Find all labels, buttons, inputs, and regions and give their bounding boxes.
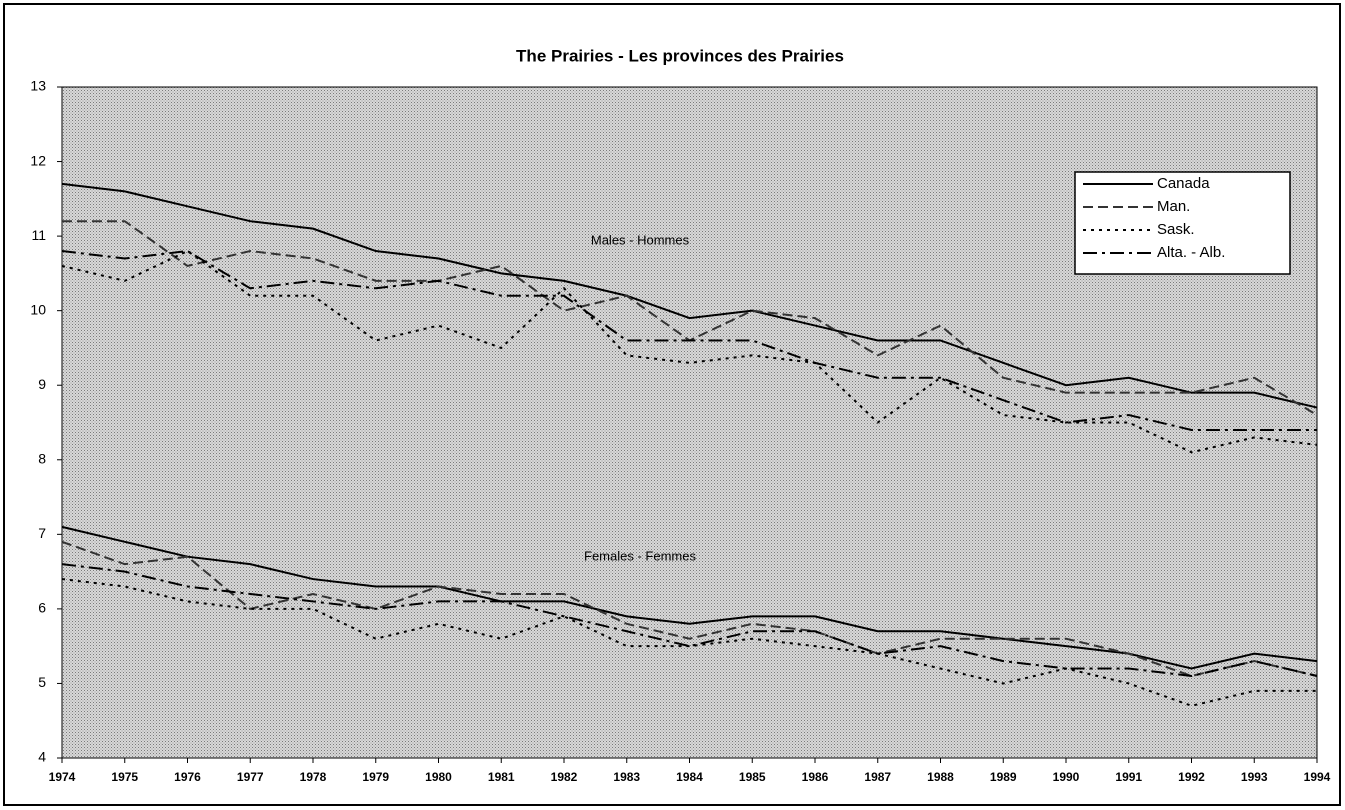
legend-box	[1074, 171, 1291, 275]
x-tick-label: 1982	[551, 770, 578, 784]
x-tick-label: 1985	[739, 770, 766, 784]
annotation: Females - Femmes	[584, 548, 696, 563]
x-tick-label: 1994	[1304, 770, 1331, 784]
x-tick-label: 1974	[49, 770, 76, 784]
x-tick-label: 1979	[362, 770, 389, 784]
x-tick-label: 1991	[1115, 770, 1142, 784]
x-tick-label: 1977	[237, 770, 264, 784]
x-tick-label: 1984	[676, 770, 703, 784]
x-tick-label: 1981	[488, 770, 515, 784]
y-tick-label: 10	[30, 301, 46, 317]
y-tick-label: 11	[31, 227, 46, 243]
x-tick-label: 1983	[613, 770, 640, 784]
line	[61, 182, 1318, 409]
y-tick-label: 8	[38, 450, 46, 466]
y-tick-label: 13	[30, 78, 46, 94]
x-tick-label: 1993	[1241, 770, 1268, 784]
y-tick-label: 6	[38, 600, 46, 616]
line	[61, 563, 1318, 678]
x-tick-label: 1992	[1178, 770, 1205, 784]
x-tick-label: 1978	[300, 770, 327, 784]
legend-label: Alta. - Alb.	[1157, 244, 1225, 261]
y-tick-label: 9	[38, 376, 46, 392]
line	[61, 525, 1318, 670]
y-tick-label: 5	[38, 674, 46, 690]
x-tick-label: 1980	[425, 770, 452, 784]
y-tick-label: 4	[38, 749, 46, 765]
legend-label: Canada	[1157, 175, 1210, 192]
legend-label: Man.	[1157, 198, 1190, 215]
x-tick-label: 1976	[174, 770, 201, 784]
x-tick-label: 1990	[1053, 770, 1080, 784]
line	[61, 540, 1318, 678]
legend-label: Sask.	[1157, 221, 1195, 238]
line	[61, 578, 1317, 707]
x-tick-label: 1988	[927, 770, 954, 784]
chart-title: The Prairies - Les provinces des Prairie…	[516, 46, 844, 65]
x-tick-label: 1975	[111, 770, 138, 784]
y-tick-label: 7	[38, 525, 46, 541]
line	[61, 249, 1317, 431]
x-tick-label: 1987	[864, 770, 891, 784]
y-tick-label: 12	[30, 152, 46, 168]
x-tick-label: 1989	[990, 770, 1017, 784]
annotation: Males - Hommes	[591, 232, 690, 247]
x-tick-label: 1986	[802, 770, 829, 784]
